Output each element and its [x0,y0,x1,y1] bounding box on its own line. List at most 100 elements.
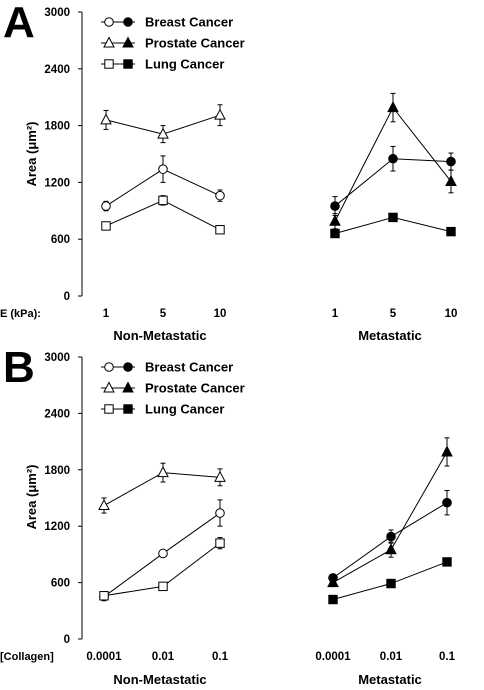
x-tick-label: 1 [103,308,110,320]
panel-a-group-label-metastatic: Metastatic [358,328,422,343]
data-point-prostate-cancer-metastatic [445,174,457,186]
legend-marker-filled [123,404,133,414]
y-tick-label: 1200 [44,521,70,533]
data-point-breast-cancer-metastatic [386,531,396,542]
legend-marker-open [104,17,114,27]
legend-item-prostate-cancer: Prostate Cancer [101,36,245,51]
y-tick-label: 600 [51,578,70,590]
data-point-lung-cancer-nonmetastatic [215,538,225,548]
data-point-lung-cancer-nonmetastatic [158,581,168,592]
y-tick-label: 1800 [44,465,70,477]
data-point-lung-cancer-metastatic [442,557,452,567]
panel-a-letter: A [3,0,35,47]
series-lung-cancer-metastatic [330,212,456,239]
data-point-prostate-cancer-nonmetastatic [157,127,169,139]
data-point-lung-cancer-metastatic [446,226,456,237]
x-tick-label: 0.01 [152,651,175,663]
legend-marker-open [103,36,115,48]
data-point-breast-cancer-metastatic [330,201,340,211]
data-point-prostate-cancer-metastatic [385,543,397,555]
data-point-breast-cancer-nonmetastatic [101,201,111,211]
y-tick-label: 1200 [44,177,70,189]
series-breast-cancer-metastatic [328,489,452,583]
panel-b-legend: Breast Cancer Prostate Cancer Lung Cancer [101,360,245,417]
series-prostate-cancer-metastatic [329,92,457,230]
data-point-prostate-cancer-nonmetastatic [98,498,110,511]
data-point-prostate-cancer-nonmetastatic [214,108,226,120]
x-tick-label: 1 [332,308,339,320]
x-tick-label: 0.0001 [315,651,351,663]
legend-marker-open [104,404,114,414]
x-tick-label: 5 [160,308,167,320]
data-point-breast-cancer-metastatic [446,156,456,167]
x-tick-label: 10 [445,308,458,320]
y-tick-label: 3000 [44,352,70,364]
legend-marker-filled [123,17,133,27]
legend-label: Breast Cancer [145,15,233,30]
legend-label: Lung Cancer [145,57,224,72]
series-prostate-cancer-metastatic [327,437,453,588]
series-breast-cancer-nonmetastatic [101,155,225,212]
panel-b-group-label-nonmetastatic: Non-Metastatic [113,672,206,687]
legend-marker-open [104,59,114,69]
legend-marker-filled [122,381,134,393]
legend-item-lung-cancer: Lung Cancer [101,57,224,72]
series-lung-cancer-metastatic [328,557,452,605]
series-breast-cancer-metastatic [330,145,456,217]
x-tick-label: 0.1 [212,651,229,663]
data-point-lung-cancer-metastatic [328,594,338,605]
panel-a-group-label-nonmetastatic: Non-Metastatic [113,328,206,343]
x-tick-label: 0.0001 [86,651,122,663]
x-tick-label: 0.1 [439,651,456,663]
x-tick-label: 0.01 [380,651,403,663]
series-lung-cancer-nonmetastatic [101,195,225,235]
series-prostate-cancer-nonmetastatic [98,462,226,514]
legend-item-prostate-cancer: Prostate Cancer [101,381,245,396]
x-tick-label: 5 [390,308,397,320]
data-point-prostate-cancer-nonmetastatic [157,466,169,478]
data-point-lung-cancer-nonmetastatic [101,221,111,231]
panel-b-y-ticks: 0 600 1200 1800 2400 3000 [44,352,82,646]
y-tick-label: 0 [64,291,70,303]
legend-item-lung-cancer: Lung Cancer [101,402,224,417]
data-point-breast-cancer-nonmetastatic [158,548,168,559]
panel-a-legend: Breast Cancer Prostate Cancer Lung Cancer [101,15,245,72]
data-point-lung-cancer-nonmetastatic [158,195,168,206]
panel-b-y-axis-title: Area (μm²) [24,464,39,529]
y-tick-label: 0 [64,634,70,646]
legend-marker-open [104,362,114,372]
series-lung-cancer-nonmetastatic [99,536,225,601]
y-tick-label: 1800 [44,121,70,133]
legend-label: Breast Cancer [145,360,233,375]
series-prostate-cancer-nonmetastatic [100,104,226,144]
panel-b: B Area (μm²) [Collagen] Non-Metastatic M… [0,343,456,687]
panel-a-x-ticks: 1 5 10 1 5 10 [103,308,458,320]
data-point-breast-cancer-nonmetastatic [158,164,168,174]
legend-item-breast-cancer: Breast Cancer [101,360,233,375]
data-point-lung-cancer-metastatic [386,578,396,589]
panel-b-x-ticks: 0.0001 0.01 0.1 0.0001 0.01 0.1 [86,651,455,663]
y-tick-label: 3000 [44,7,70,19]
data-point-breast-cancer-nonmetastatic [215,508,225,518]
data-point-prostate-cancer-metastatic [387,101,399,113]
data-point-lung-cancer-nonmetastatic [215,225,225,235]
legend-marker-filled [123,59,133,69]
y-tick-label: 2400 [44,408,70,420]
y-tick-label: 600 [51,234,70,246]
series-line-prostate-cancer-nonmetastatic [103,472,221,506]
data-point-prostate-cancer-nonmetastatic [100,113,112,125]
data-point-prostate-cancer-metastatic [441,445,453,457]
legend-label: Lung Cancer [145,402,224,417]
y-tick-label: 2400 [44,64,70,76]
data-point-lung-cancer-metastatic [330,228,340,239]
legend-label: Prostate Cancer [145,36,245,51]
legend-marker-open [103,381,115,393]
data-point-prostate-cancer-nonmetastatic [214,470,226,482]
data-point-lung-cancer-nonmetastatic [99,591,109,601]
series-line-prostate-cancer-metastatic [332,451,448,584]
panel-a-y-axis-title: Area (μm²) [24,121,39,186]
panel-a-y-ticks: 0 600 1200 1800 2400 3000 [44,7,82,303]
panel-a-plot-area [100,92,457,239]
legend-item-breast-cancer: Breast Cancer [101,15,233,30]
